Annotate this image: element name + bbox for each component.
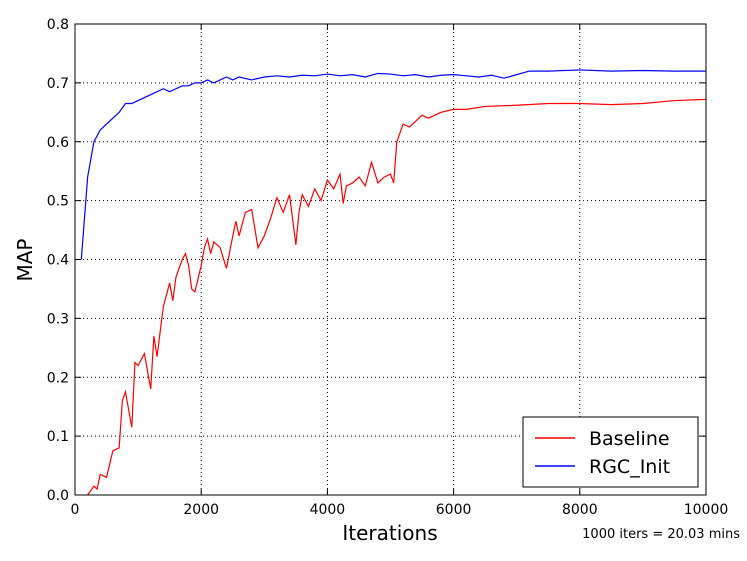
x-tick-label: 10000 xyxy=(684,502,729,518)
x-tick-label: 8000 xyxy=(562,502,598,518)
y-tick-label: 0.5 xyxy=(47,194,69,210)
x-tick-label: 2000 xyxy=(183,502,219,518)
y-tick-label: 0.1 xyxy=(47,429,69,445)
y-tick-label: 0.2 xyxy=(47,370,69,386)
y-axis-label: MAP xyxy=(13,239,37,282)
y-tick-label: 0.6 xyxy=(47,135,69,151)
y-tick-label: 0.7 xyxy=(47,76,69,92)
y-tick-label: 0.0 xyxy=(47,488,69,504)
line xyxy=(87,98,707,496)
legend-label: Baseline xyxy=(589,428,670,450)
x-axis-label: Iterations xyxy=(342,521,437,545)
x-tick-label: 0 xyxy=(71,502,80,518)
annotation: 1000 iters = 20.03 mins xyxy=(582,527,740,542)
legend-box xyxy=(522,416,699,488)
legend-label: RGC_Init xyxy=(589,456,670,478)
plot-frame xyxy=(74,23,707,496)
x-tick-label: 4000 xyxy=(310,502,346,518)
x-tick-label: 6000 xyxy=(436,502,472,518)
line xyxy=(80,69,706,260)
y-tick-label: 0.4 xyxy=(47,253,69,269)
y-tick-label: 0.3 xyxy=(47,311,69,327)
y-tick-label: 0.8 xyxy=(47,17,69,33)
